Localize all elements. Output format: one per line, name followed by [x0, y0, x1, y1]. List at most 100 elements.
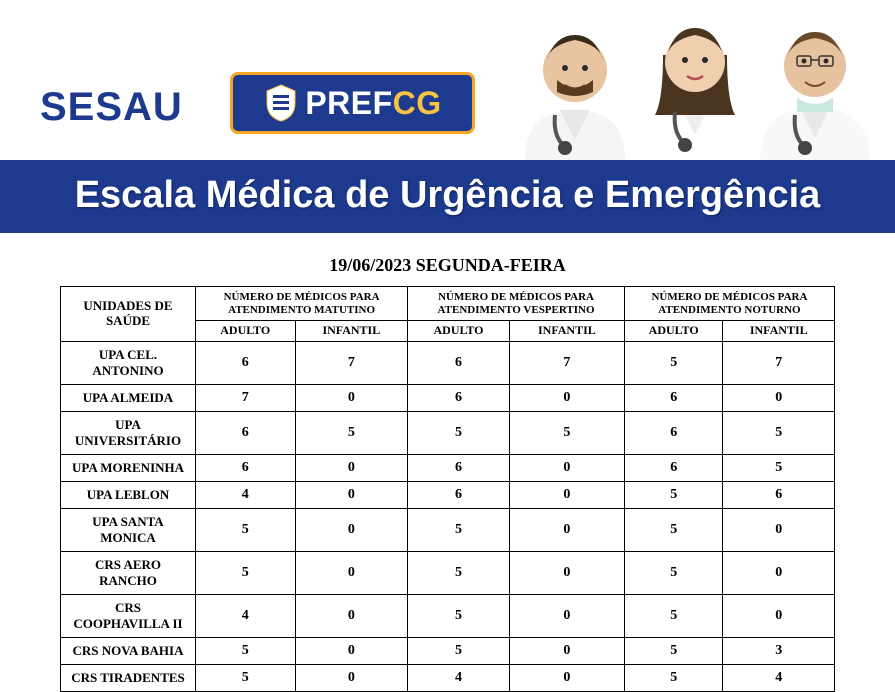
cell-value: 0 — [295, 552, 408, 595]
cell-value: 5 — [195, 665, 295, 692]
cell-value: 6 — [195, 342, 295, 385]
city-crest-icon — [263, 83, 299, 123]
cell-unit: CRS TIRADENTES — [61, 665, 196, 692]
cell-value: 7 — [723, 342, 835, 385]
cell-value: 0 — [723, 552, 835, 595]
cell-value: 5 — [408, 412, 510, 455]
table-row: CRS AERO RANCHO 5 0 5 0 5 0 — [61, 552, 835, 595]
schedule-table: UNIDADES DE SAÚDE NÚMERO DE MÉDICOS PARA… — [60, 286, 835, 692]
page-title: Escala Médica de Urgência e Emergência — [0, 174, 895, 217]
cell-value: 5 — [509, 412, 624, 455]
subheader-adulto: ADULTO — [195, 321, 295, 342]
cell-value: 0 — [509, 385, 624, 412]
cell-value: 0 — [509, 595, 624, 638]
cell-value: 6 — [624, 385, 723, 412]
column-header-unit: UNIDADES DE SAÚDE — [61, 287, 196, 342]
cg-text: CG — [393, 85, 442, 121]
cell-value: 5 — [408, 552, 510, 595]
cell-value: 6 — [408, 482, 510, 509]
cell-value: 4 — [408, 665, 510, 692]
schedule-table-container: UNIDADES DE SAÚDE NÚMERO DE MÉDICOS PARA… — [0, 286, 895, 692]
subheader-infantil: INFANTIL — [509, 321, 624, 342]
cell-value: 0 — [509, 552, 624, 595]
table-row: CRS COOPHAVILLA II 4 0 5 0 5 0 — [61, 595, 835, 638]
cell-unit: UPA MORENINHA — [61, 455, 196, 482]
subheader-infantil: INFANTIL — [723, 321, 835, 342]
subheader-adulto: ADULTO — [624, 321, 723, 342]
cell-value: 5 — [195, 509, 295, 552]
cell-value: 5 — [624, 665, 723, 692]
cell-value: 4 — [195, 482, 295, 509]
cell-value: 4 — [195, 595, 295, 638]
table-row: UPA SANTA MONICA 5 0 5 0 5 0 — [61, 509, 835, 552]
cell-unit: UPA SANTA MONICA — [61, 509, 196, 552]
cell-value: 6 — [408, 385, 510, 412]
cell-value: 5 — [195, 638, 295, 665]
pref-text: PREF — [305, 85, 392, 121]
column-header-vespertino: NÚMERO DE MÉDICOS PARA ATENDIMENTO VESPE… — [408, 287, 625, 321]
cell-value: 7 — [195, 385, 295, 412]
cell-value: 0 — [509, 509, 624, 552]
cell-value: 5 — [723, 412, 835, 455]
table-row: UPA ALMEIDA 7 0 6 0 6 0 — [61, 385, 835, 412]
cell-value: 0 — [295, 455, 408, 482]
cell-value: 6 — [195, 412, 295, 455]
cell-value: 0 — [295, 638, 408, 665]
cell-unit: UPA LEBLON — [61, 482, 196, 509]
table-header-row-1: UNIDADES DE SAÚDE NÚMERO DE MÉDICOS PARA… — [61, 287, 835, 321]
prefcg-logo-text: PREFCG — [305, 85, 441, 122]
subheader-adulto: ADULTO — [408, 321, 510, 342]
cell-value: 5 — [624, 638, 723, 665]
cell-value: 5 — [624, 509, 723, 552]
table-body: UPA CEL. ANTONINO 6 7 6 7 5 7 UPA ALMEID… — [61, 342, 835, 692]
cell-unit: UPA CEL. ANTONINO — [61, 342, 196, 385]
cell-value: 5 — [408, 595, 510, 638]
subheader-infantil: INFANTIL — [295, 321, 408, 342]
cell-value: 3 — [723, 638, 835, 665]
cell-value: 0 — [723, 595, 835, 638]
cell-value: 7 — [509, 342, 624, 385]
sesau-logo-text: SESAU — [40, 85, 183, 130]
column-header-matutino: NÚMERO DE MÉDICOS PARA ATENDIMENTO MATUT… — [195, 287, 407, 321]
cell-value: 5 — [624, 552, 723, 595]
cell-value: 7 — [295, 342, 408, 385]
cell-value: 4 — [723, 665, 835, 692]
cell-value: 5 — [295, 412, 408, 455]
doctors-illustration — [505, 0, 885, 160]
cell-value: 0 — [723, 509, 835, 552]
column-header-noturno: NÚMERO DE MÉDICOS PARA ATENDIMENTO NOTUR… — [624, 287, 834, 321]
cell-value: 6 — [408, 455, 510, 482]
cell-value: 0 — [295, 385, 408, 412]
title-banner: Escala Médica de Urgência e Emergência — [0, 160, 895, 233]
table-row: CRS TIRADENTES 5 0 4 0 5 4 — [61, 665, 835, 692]
date-heading: 19/06/2023 SEGUNDA-FEIRA — [0, 255, 895, 276]
cell-value: 5 — [624, 482, 723, 509]
cell-value: 6 — [408, 342, 510, 385]
cell-unit: CRS NOVA BAHIA — [61, 638, 196, 665]
cell-value: 0 — [295, 509, 408, 552]
table-row: UPA LEBLON 4 0 6 0 5 6 — [61, 482, 835, 509]
cell-value: 5 — [723, 455, 835, 482]
cell-value: 5 — [624, 595, 723, 638]
cell-value: 0 — [723, 385, 835, 412]
cell-value: 0 — [509, 482, 624, 509]
cell-value: 0 — [509, 665, 624, 692]
cell-value: 0 — [509, 638, 624, 665]
cell-unit: CRS COOPHAVILLA II — [61, 595, 196, 638]
cell-value: 6 — [624, 412, 723, 455]
table-row: UPA MORENINHA 6 0 6 0 6 5 — [61, 455, 835, 482]
cell-value: 6 — [624, 455, 723, 482]
cell-value: 0 — [295, 595, 408, 638]
cell-value: 6 — [723, 482, 835, 509]
cell-value: 0 — [295, 482, 408, 509]
prefcg-logo-box: PREFCG — [230, 72, 475, 134]
table-row: UPA UNIVERSITÁRIO 6 5 5 5 6 5 — [61, 412, 835, 455]
cell-value: 0 — [295, 665, 408, 692]
cell-unit: UPA ALMEIDA — [61, 385, 196, 412]
table-row: UPA CEL. ANTONINO 6 7 6 7 5 7 — [61, 342, 835, 385]
cell-value: 5 — [408, 509, 510, 552]
cell-value: 0 — [509, 455, 624, 482]
table-row: CRS NOVA BAHIA 5 0 5 0 5 3 — [61, 638, 835, 665]
header: SESAU PREFCG — [0, 0, 895, 160]
cell-value: 5 — [408, 638, 510, 665]
